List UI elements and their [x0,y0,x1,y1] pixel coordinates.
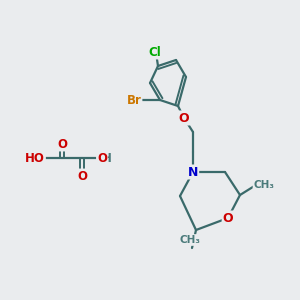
Text: Cl: Cl [148,46,161,59]
Text: O: O [77,169,87,182]
Text: Br: Br [127,94,141,106]
Text: O: O [97,152,107,164]
Text: CH₃: CH₃ [179,235,200,245]
Text: O: O [223,212,233,224]
Text: O: O [179,112,189,124]
Text: N: N [188,166,198,178]
Text: O: O [57,137,67,151]
Text: H: H [102,152,112,164]
Text: HO: HO [25,152,45,164]
Text: CH₃: CH₃ [254,180,274,190]
